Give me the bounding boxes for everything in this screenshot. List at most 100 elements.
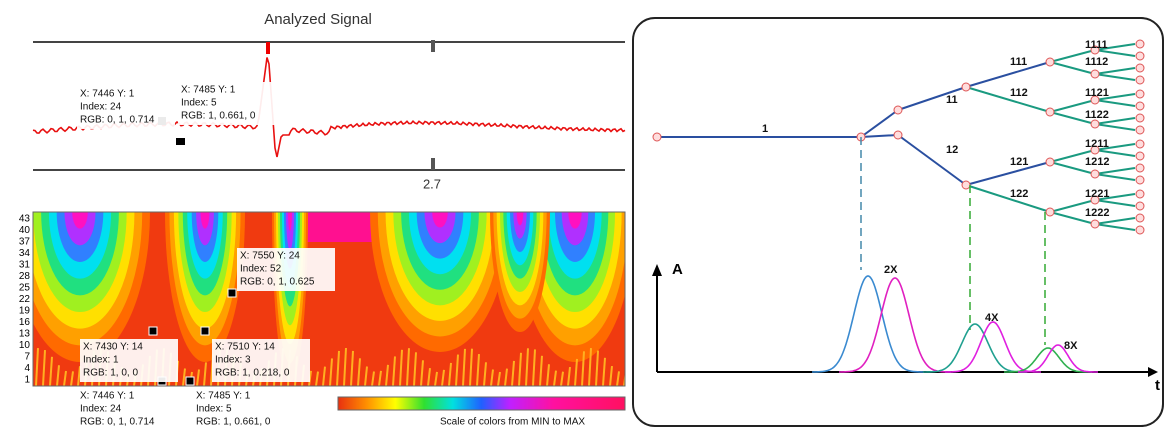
node-label: 1 (762, 123, 768, 135)
marker (200, 326, 210, 336)
heat-texture (56, 365, 60, 386)
node (1090, 195, 1100, 205)
node (961, 82, 971, 92)
branch (1049, 161, 1096, 175)
heat-texture (182, 368, 186, 386)
tooltip-text: RGB: 0, 1, 0.714 (80, 115, 155, 126)
y-tick-label: 19 (19, 306, 31, 317)
heat-texture (203, 362, 207, 386)
node (1135, 63, 1145, 73)
y-tick-label: 40 (19, 225, 31, 236)
branch (965, 161, 1051, 186)
node (1135, 225, 1145, 235)
heat-texture (490, 369, 494, 386)
heat-texture (595, 350, 599, 386)
heat-texture (469, 348, 473, 386)
y-tick-label: 10 (19, 340, 31, 351)
branch (1049, 61, 1096, 75)
tree: 1111211111212112211111112112111221211121… (652, 39, 1145, 345)
scale-label: Scale of colors from MIN to MAX (440, 417, 585, 428)
node (1045, 207, 1055, 217)
tooltip-text: Index: 52 (240, 264, 282, 275)
branch (1094, 193, 1136, 201)
heat-contour (72, 212, 88, 229)
heat-texture (518, 352, 522, 386)
branch (1094, 217, 1136, 225)
node-label: 11 (946, 94, 958, 106)
tooltip-box (77, 86, 175, 129)
node (1135, 39, 1145, 49)
heat-texture (399, 349, 403, 386)
y-axis-label: A (672, 261, 683, 278)
node (1090, 45, 1100, 55)
node-label: 1112 (1085, 56, 1108, 68)
y-tick-label: 34 (19, 248, 31, 259)
branch (1094, 67, 1136, 75)
peak-label: 2X (884, 264, 898, 276)
heat-texture (539, 355, 543, 386)
heat-texture (77, 366, 81, 386)
branch (1049, 111, 1096, 125)
node (1135, 89, 1145, 99)
node-label: 1211 (1085, 138, 1109, 150)
node-label: 1122 (1085, 109, 1109, 121)
tooltip-text: RGB: 0, 1, 0.625 (240, 277, 315, 288)
branch (860, 109, 899, 138)
heat-contour (288, 212, 292, 231)
panel (632, 17, 1164, 427)
peak-label: 8X (1064, 340, 1078, 352)
node (1090, 169, 1100, 179)
heat-texture (441, 369, 445, 386)
branch (1049, 199, 1096, 213)
node (652, 132, 662, 142)
marker (148, 326, 158, 336)
peaks: 2X 4X 8X (812, 264, 1098, 373)
marker (431, 158, 435, 170)
node (1045, 57, 1055, 67)
heat-texture (567, 366, 571, 386)
heat-texture (476, 353, 480, 386)
branch (1094, 99, 1136, 107)
heat-texture (553, 370, 557, 386)
tooltip-text: RGB: 1, 0, 0 (83, 368, 138, 379)
tooltip-text: Index: 24 (80, 102, 122, 113)
branch (1094, 167, 1136, 175)
node (1135, 213, 1145, 223)
heat-texture (504, 368, 508, 386)
tooltip-text: X: 7485 Y: 1 (181, 85, 236, 96)
node-label: 112 (1010, 87, 1028, 99)
tooltip-box (212, 339, 310, 382)
heat-texture (329, 358, 333, 386)
node-label: 1111 (1085, 39, 1108, 51)
branch (1094, 199, 1136, 207)
tooltip-box (237, 248, 335, 291)
node-label: 1221 (1085, 188, 1109, 200)
value-label: 2.7 (423, 176, 441, 191)
node-label: 1222 (1085, 207, 1109, 219)
tooltip-text: Index: 5 (181, 98, 217, 109)
branch (1049, 49, 1096, 63)
branch (1094, 43, 1136, 51)
heat-texture (525, 348, 529, 386)
y-tick-label: 37 (19, 237, 31, 248)
heat-texture (322, 366, 326, 386)
heat-texture (616, 371, 620, 386)
marker (266, 42, 270, 54)
branch (1094, 49, 1136, 57)
heat-texture (483, 362, 487, 386)
heat-texture (623, 371, 625, 386)
heat-texture (560, 371, 564, 386)
node (1135, 151, 1145, 161)
heat-texture (336, 350, 340, 386)
branch (860, 134, 899, 138)
heat-texture (448, 362, 452, 386)
node (1090, 69, 1100, 79)
y-tick-label: 13 (19, 329, 31, 340)
branch (1049, 211, 1096, 225)
marker (431, 40, 435, 52)
peak-curve (839, 277, 951, 373)
y-tick-label: 22 (19, 294, 31, 305)
y-tick-label: 1 (24, 375, 30, 386)
tooltip-text: X: 7446 Y: 1 (80, 391, 135, 402)
heat-contour (516, 212, 524, 226)
